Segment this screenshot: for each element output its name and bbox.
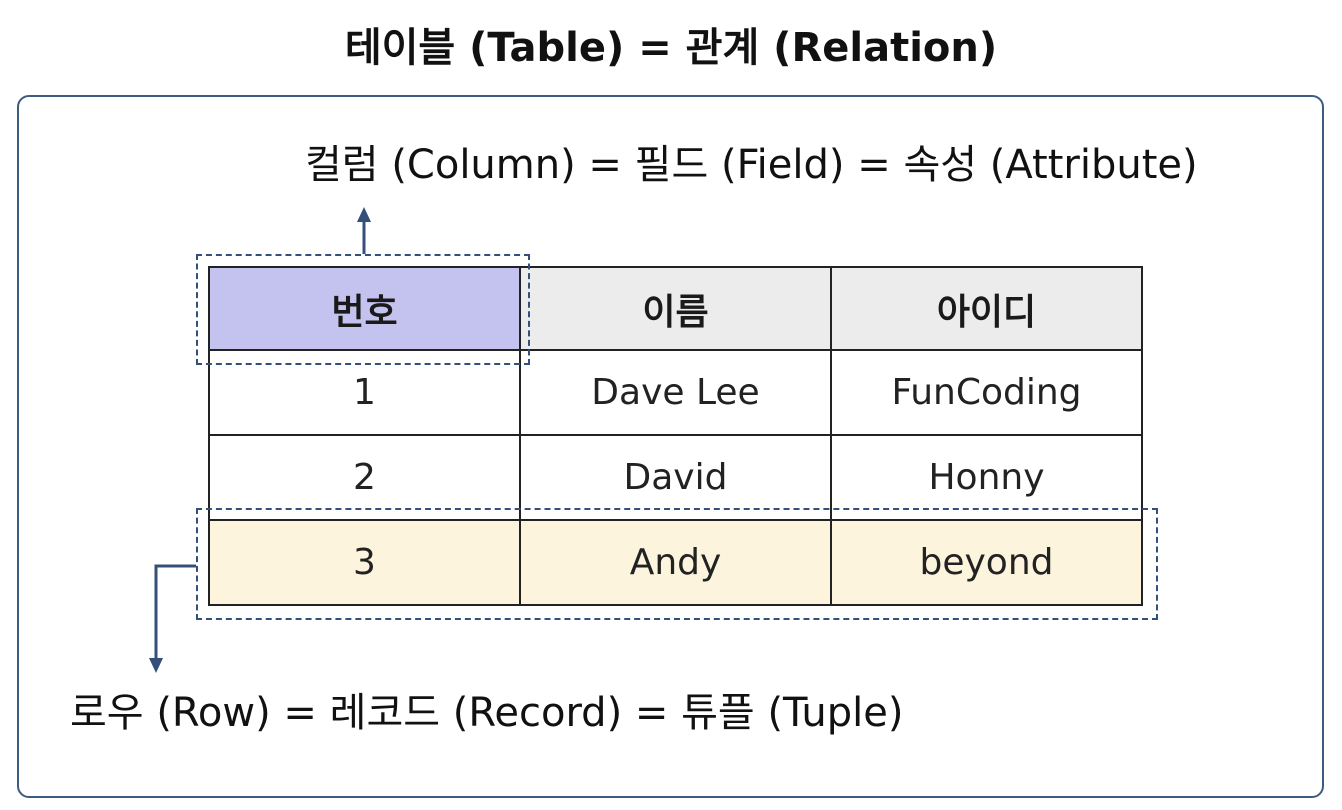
table-cell: 3 — [208, 519, 521, 606]
table-row: 1 Dave Lee FunCoding — [208, 349, 1143, 436]
table-cell: Honny — [830, 434, 1143, 521]
table-cell: beyond — [830, 519, 1143, 606]
table-cell: Andy — [519, 519, 832, 606]
diagram-title: 테이블 (Table) = 관계 (Relation) — [344, 25, 998, 71]
table-cell: 1 — [208, 349, 521, 436]
table-cell: David — [519, 434, 832, 521]
table-row: 2 David Honny — [208, 434, 1143, 521]
table-cell: 2 — [208, 434, 521, 521]
table-cell: Dave Lee — [519, 349, 832, 436]
header-row: 번호 이름 아이디 — [208, 266, 1143, 351]
header-cell-name: 이름 — [519, 266, 832, 351]
row-caption: 로우 (Row) = 레코드 (Record) = 튜플 (Tuple) — [70, 690, 904, 736]
column-caption: 컬럼 (Column) = 필드 (Field) = 속성 (Attribute… — [305, 142, 1198, 188]
table-cell: FunCoding — [830, 349, 1143, 436]
table-row-highlighted: 3 Andy beyond — [208, 519, 1143, 606]
header-cell-id: 아이디 — [830, 266, 1143, 351]
header-cell-number: 번호 — [208, 266, 521, 351]
table-frame — [17, 95, 1324, 798]
relation-table: 번호 이름 아이디 1 Dave Lee FunCoding 2 David H… — [208, 266, 1143, 606]
